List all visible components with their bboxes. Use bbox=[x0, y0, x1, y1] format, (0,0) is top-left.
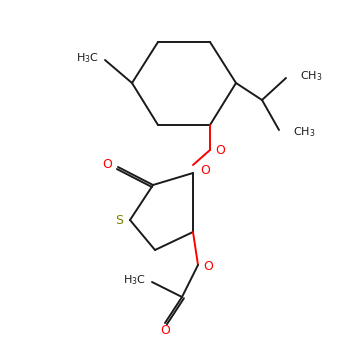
Text: H$_3$C: H$_3$C bbox=[123, 273, 146, 287]
Text: S: S bbox=[115, 214, 123, 226]
Text: O: O bbox=[215, 144, 225, 156]
Text: O: O bbox=[160, 323, 170, 336]
Text: O: O bbox=[200, 164, 210, 177]
Text: CH$_3$: CH$_3$ bbox=[300, 69, 322, 83]
Text: O: O bbox=[102, 159, 112, 172]
Text: O: O bbox=[203, 260, 213, 273]
Text: H$_3$C: H$_3$C bbox=[76, 51, 99, 65]
Text: CH$_3$: CH$_3$ bbox=[293, 125, 315, 139]
